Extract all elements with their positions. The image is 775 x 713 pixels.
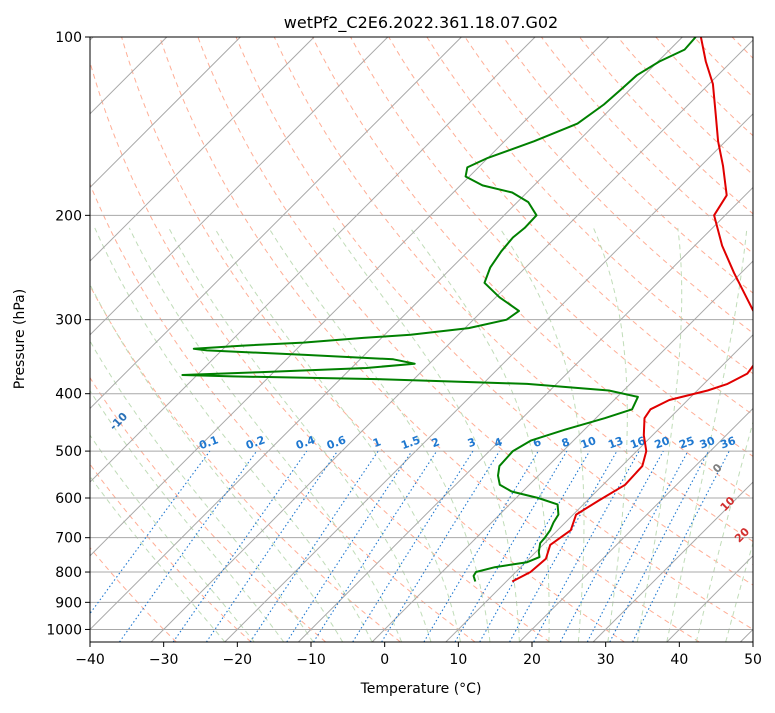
isotherm: [225, 37, 775, 642]
x-tick-label: 50: [744, 652, 762, 668]
x-tick-label: 0: [380, 652, 389, 668]
y-tick-label: 400: [55, 387, 82, 403]
y-tick-label: 700: [55, 531, 82, 547]
moist-adiabat-label: 20: [732, 525, 752, 545]
x-tick-label: 30: [597, 652, 615, 668]
moist-adiabat: [95, 228, 372, 642]
isotherm: [372, 37, 775, 642]
mixing-ratio-label: 0.1: [197, 433, 220, 452]
moist-adiabat: [500, 228, 584, 642]
x-tick-label: 40: [670, 652, 688, 668]
y-tick-label: 500: [55, 444, 82, 460]
mixing-ratio-line: [287, 451, 412, 642]
moist-adiabat: [269, 228, 490, 642]
dry-adiabat: [465, 37, 775, 642]
y-tick-label: 200: [55, 208, 82, 224]
mixing-ratio-label: 30: [698, 434, 717, 452]
x-tick-label: −10: [296, 652, 326, 668]
mixing-ratio-label: 1.5: [399, 433, 422, 452]
x-axis-label: Temperature (°C): [360, 681, 482, 697]
y-tick-label: 600: [55, 491, 82, 507]
mixing-ratio-label: 8: [560, 435, 572, 450]
grid-layer: [0, 37, 775, 642]
moist-adiabat: [667, 228, 747, 642]
x-tick-label: −30: [149, 652, 179, 668]
mixing-ratio-label: 20: [653, 434, 672, 452]
y-tick-label: 300: [55, 313, 82, 329]
mixing-ratio-label: 0.6: [325, 433, 348, 452]
chart-title: wetPf2_C2E6.2022.361.18.07.G02: [284, 13, 558, 33]
mixing-ratio-label: 2: [430, 435, 442, 450]
x-tick-label: 20: [523, 652, 541, 668]
moist-adiabat: [410, 228, 549, 642]
mixing-ratio-label: 10: [579, 434, 598, 452]
mixing-ratio-line: [314, 451, 437, 642]
mixing-ratio-label: 36: [719, 434, 738, 452]
isotherm: [0, 37, 314, 642]
mixing-ratio-label: 13: [606, 434, 625, 451]
isotherm: [0, 37, 388, 642]
y-tick-label: 1000: [46, 622, 82, 638]
dry-adiabat: [312, 37, 775, 642]
mixing-ratio-line: [510, 451, 617, 642]
mixing-ratio-label: 0.2: [244, 433, 267, 452]
dry-adiabat: [0, 37, 251, 642]
isotherm: [151, 37, 756, 642]
dry-adiabat: [770, 37, 775, 642]
dry-adiabat: [198, 37, 774, 642]
moist-adiabat: [64, 228, 343, 642]
x-tick-label: 10: [449, 652, 467, 668]
isotherm: [519, 37, 775, 642]
mixing-ratio-label: 0.4: [294, 433, 317, 452]
mixing-ratio-line: [250, 451, 378, 642]
mixing-ratio-line: [424, 451, 538, 642]
y-tick-label: 100: [55, 30, 82, 46]
y-axis-label: Pressure (hPa): [12, 289, 28, 389]
moist-adiabat: [594, 228, 628, 642]
dry-adiabat: [503, 37, 775, 642]
dry-adiabat: [656, 37, 775, 642]
y-tick-label: 900: [55, 595, 82, 611]
series-layer: [182, 37, 765, 582]
diagram-labels: 0.10.20.40.611.52346810131620253036-100-…: [0, 44, 775, 604]
moist-adiabat-label: 40: [765, 584, 775, 604]
dry-adiabat: [236, 37, 775, 642]
mixing-ratio-label: 3: [466, 435, 478, 450]
isotherm: [77, 37, 682, 642]
mixing-ratio-line: [353, 451, 473, 642]
isotherm: [4, 37, 609, 642]
dry-adiabat: [694, 37, 775, 642]
y-tick-label: 800: [55, 565, 82, 581]
isotherm: [740, 37, 775, 642]
x-tick-label: −20: [223, 652, 253, 668]
mixing-ratio-label: 25: [677, 434, 696, 451]
dry-adiabat: [541, 37, 775, 642]
dry-adiabat-label: -10: [107, 410, 130, 433]
dry-adiabat: [0, 37, 326, 642]
dry-adiabat: [45, 37, 475, 642]
dry-adiabat: [618, 37, 775, 642]
dry-adiabat: [84, 37, 550, 642]
x-tick-label: −40: [75, 652, 105, 668]
isotherm: [0, 37, 461, 642]
moist-adiabat: [0, 228, 225, 642]
moist-adiabat-label: 10: [718, 494, 738, 514]
moist-adiabat: [11, 228, 284, 642]
mixing-ratio-label: 1: [371, 435, 383, 450]
isotherm: [667, 37, 775, 642]
